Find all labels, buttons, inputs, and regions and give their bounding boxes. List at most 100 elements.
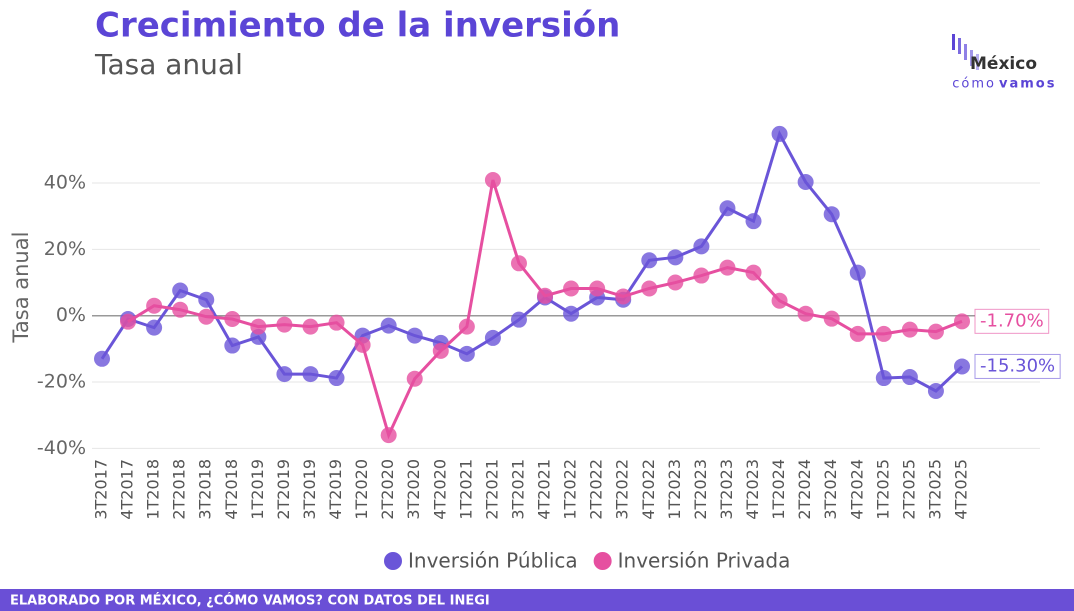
data-point	[693, 238, 710, 255]
value-label: -15.30%	[980, 355, 1055, 376]
value-label-box	[974, 353, 1061, 379]
data-point	[771, 125, 788, 142]
x-tick-label: 2T2018	[170, 459, 189, 520]
legend-marker	[384, 552, 402, 570]
value-label: -1.70%	[980, 310, 1044, 331]
data-point	[224, 337, 241, 354]
y-tick-label: 0%	[56, 304, 86, 326]
data-point	[328, 314, 345, 331]
x-tick-label: 2T2023	[691, 459, 710, 520]
data-point	[954, 313, 970, 330]
data-point	[146, 297, 163, 314]
x-tick-label: 2T2024	[795, 459, 814, 520]
data-point	[94, 350, 110, 367]
data-point	[615, 288, 632, 305]
data-point	[693, 267, 710, 284]
x-tick-label: 2T2022	[587, 459, 606, 520]
x-tick-label: 1T2021	[456, 459, 475, 520]
data-point	[510, 255, 527, 272]
x-tick-label: 3T2022	[613, 459, 632, 520]
legend-label: Inversión Pública	[408, 549, 578, 573]
chart-subtitle: Tasa anual	[94, 48, 243, 81]
data-point	[406, 327, 423, 344]
data-point	[276, 366, 293, 383]
data-point	[250, 318, 267, 335]
data-point	[172, 282, 189, 299]
data-point	[484, 329, 501, 346]
data-point	[172, 301, 189, 318]
x-tick-label: 4T2018	[222, 459, 241, 520]
end-label: -1.70%	[974, 308, 1050, 334]
data-point	[432, 342, 449, 359]
x-tick-label: 3T2023	[717, 459, 736, 520]
data-point	[927, 382, 944, 399]
data-point	[510, 311, 527, 328]
data-point	[823, 310, 840, 327]
x-tick-label: 1T2023	[665, 459, 684, 520]
x-tick-label: 4T2017	[118, 459, 137, 520]
data-point	[901, 369, 918, 386]
y-axis-label: Tasa anual	[9, 232, 33, 344]
data-point	[484, 172, 501, 189]
data-point	[641, 252, 658, 269]
data-point	[719, 259, 736, 276]
data-point	[198, 291, 215, 308]
x-tick-label: 3T2020	[404, 459, 423, 520]
chart-title: Crecimiento de la inversión	[95, 6, 620, 46]
data-point	[823, 206, 840, 223]
x-tick-label: 4T2019	[326, 459, 345, 520]
data-point	[458, 318, 475, 335]
data-point	[537, 287, 554, 304]
legend-marker	[593, 552, 612, 570]
x-tick-label: 2T2020	[378, 459, 397, 520]
series-line	[100, 130, 964, 393]
x-tick-label: 1T2019	[248, 459, 267, 520]
data-point	[849, 325, 866, 342]
x-tick-label: 3T2019	[300, 459, 319, 520]
x-tick-label: 2T2025	[899, 459, 918, 520]
data-point	[745, 213, 762, 230]
x-tick-label: 3T2017	[92, 459, 111, 520]
footer-text: ELABORADO POR MÉXICO, ¿CÓMO VAMOS? CON D…	[10, 593, 490, 609]
data-point	[954, 358, 970, 375]
data-point	[328, 370, 345, 387]
y-tick-label: -20%	[37, 371, 86, 393]
x-tick-label: 4T2023	[743, 459, 762, 520]
x-tick-label: 4T2021	[535, 459, 554, 520]
data-point	[354, 336, 371, 353]
data-point	[276, 316, 293, 333]
value-label-box	[974, 308, 1050, 334]
end-label: -15.30%	[974, 353, 1061, 379]
footer-bar	[0, 589, 1074, 611]
data-point	[745, 264, 762, 281]
data-point	[146, 319, 163, 336]
data-point	[667, 274, 684, 291]
data-point	[927, 323, 944, 340]
data-point	[198, 308, 215, 325]
data-point	[589, 280, 606, 297]
x-tick-label: 3T2018	[196, 459, 215, 520]
x-tick-label: 4T2022	[639, 459, 658, 520]
logo: México cómo vamos	[952, 34, 1056, 92]
data-point	[380, 427, 397, 444]
data-point	[797, 174, 814, 191]
data-point	[224, 311, 241, 328]
x-tick-label: 1T2018	[144, 459, 163, 520]
logo-text: México	[970, 54, 1037, 74]
data-point	[875, 325, 892, 342]
y-tick-label: 20%	[44, 238, 86, 260]
data-point	[771, 292, 788, 309]
data-point	[641, 280, 658, 297]
data-point	[667, 249, 684, 266]
data-point	[563, 305, 580, 322]
data-point	[719, 200, 736, 217]
x-tick-label: 4T2020	[430, 459, 449, 520]
x-tick-label: 1T2022	[561, 459, 580, 520]
x-tick-label: 4T2025	[952, 459, 971, 520]
logo-text: vamos	[999, 77, 1056, 92]
x-tick-label: 4T2024	[847, 459, 866, 520]
data-point	[302, 366, 319, 383]
x-tick-label: 3T2025	[925, 459, 944, 520]
data-point	[875, 370, 892, 387]
